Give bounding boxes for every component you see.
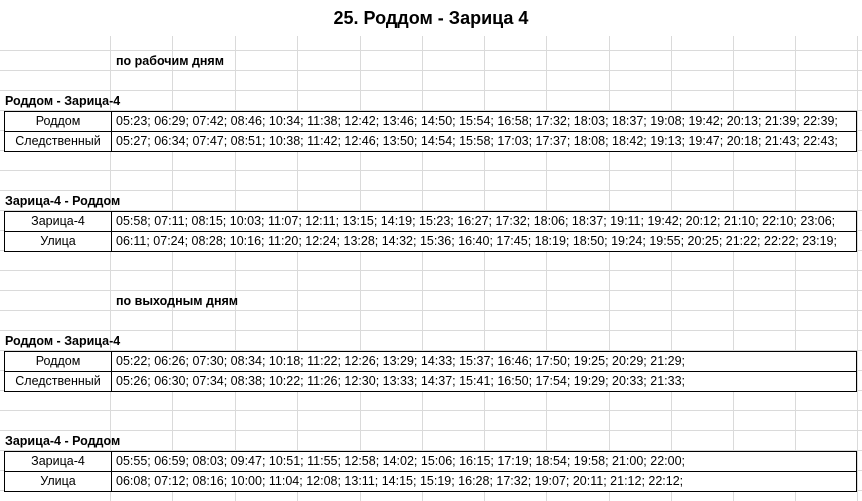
- departure-times: 05:27; 06:34; 07:47; 08:51; 10:38; 11:42…: [116, 134, 838, 148]
- group-title: Роддом - Зарица-4: [5, 94, 121, 108]
- sheet-title: 25. Роддом - Зарица 4: [0, 0, 862, 36]
- stop-name: Роддом: [5, 112, 112, 131]
- group-title: Зарица-4 - Роддом: [5, 434, 121, 448]
- schedule-table: Зарица-4 05:55; 06:59; 08:03; 09:47; 10:5…: [4, 451, 857, 492]
- schedule-row: Улица 06:11; 07:24; 08:28; 10:16; 11:20; …: [5, 231, 856, 252]
- stop-name: Улица: [5, 232, 112, 251]
- departure-times: 06:11; 07:24; 08:28; 10:16; 11:20; 12:24…: [116, 234, 837, 248]
- departure-times: 05:22; 06:26; 07:30; 08:34; 10:18; 11:22…: [116, 354, 685, 368]
- schedule-row: Следственный 05:27; 06:34; 07:47; 08:51; …: [5, 131, 856, 152]
- stop-name: Следственный: [5, 132, 112, 151]
- schedule-table: Роддом 05:23; 06:29; 07:42; 08:46; 10:34;…: [4, 111, 857, 152]
- stop-name: Зарица-4: [5, 452, 112, 471]
- departure-times: 05:55; 06:59; 08:03; 09:47; 10:51; 11:55…: [116, 454, 685, 468]
- departure-times: 05:58; 07:11; 08:15; 10:03; 11:07; 12:11…: [116, 214, 836, 228]
- group-title: Зарица-4 - Роддом: [5, 194, 121, 208]
- schedule-table: Роддом 05:22; 06:26; 07:30; 08:34; 10:18;…: [4, 351, 857, 392]
- section-heading: по рабочим дням: [116, 54, 224, 68]
- stop-name: Следственный: [5, 372, 112, 391]
- section-heading: по выходным дням: [116, 294, 239, 308]
- schedule-table: Зарица-4 05:58; 07:11; 08:15; 10:03; 11:0…: [4, 211, 857, 252]
- stop-name: Зарица-4: [5, 212, 112, 231]
- schedule-row: Улица 06:08; 07:12; 08:16; 10:00; 11:04; …: [5, 471, 856, 492]
- schedule-row: Зарица-4 05:58; 07:11; 08:15; 10:03; 11:0…: [5, 212, 856, 231]
- departure-times: 05:23; 06:29; 07:42; 08:46; 10:34; 11:38…: [116, 114, 838, 128]
- schedule-row: Роддом 05:23; 06:29; 07:42; 08:46; 10:34;…: [5, 112, 856, 131]
- schedule-row: Роддом 05:22; 06:26; 07:30; 08:34; 10:18;…: [5, 352, 856, 371]
- stop-name: Улица: [5, 472, 112, 491]
- schedule-row: Зарица-4 05:55; 06:59; 08:03; 09:47; 10:5…: [5, 452, 856, 471]
- departure-times: 06:08; 07:12; 08:16; 10:00; 11:04; 12:08…: [116, 474, 684, 488]
- stop-name: Роддом: [5, 352, 112, 371]
- schedule-row: Следственный 05:26; 06:30; 07:34; 08:38; …: [5, 371, 856, 392]
- group-title: Роддом - Зарица-4: [5, 334, 121, 348]
- departure-times: 05:26; 06:30; 07:34; 08:38; 10:22; 11:26…: [116, 374, 685, 388]
